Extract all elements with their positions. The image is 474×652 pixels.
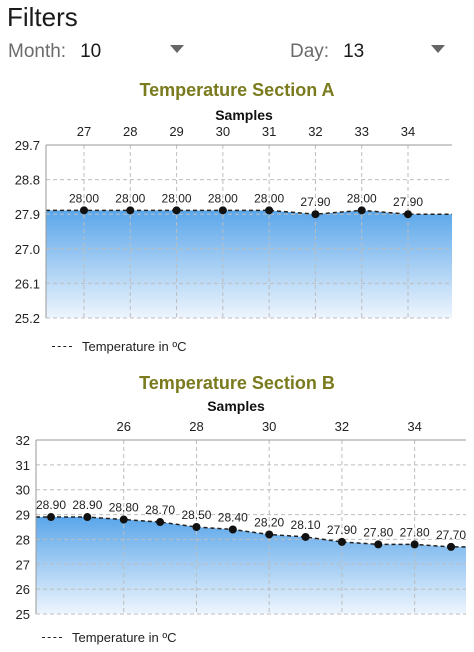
data-label: 28.50 [181,508,211,522]
x-tick-label: 33 [354,124,368,139]
chart-area-fill [36,517,466,614]
data-point [192,523,201,531]
data-point [47,513,55,522]
y-tick-label: 25 [16,607,30,622]
data-point [172,206,181,215]
day-dropdown-arrow-icon[interactable] [431,45,445,53]
data-label: 27.90 [393,195,423,209]
data-label: 27.90 [300,195,330,209]
data-label: 28.20 [254,515,284,529]
data-label: 28.00 [347,191,377,205]
x-tick-label: 30 [216,124,230,139]
x-tick-label: 34 [407,419,421,434]
x-axis-title: Samples [207,398,265,414]
day-label: Day: [290,41,330,62]
data-label: 28.90 [72,498,102,512]
month-value[interactable]: 10 [80,41,102,62]
data-point [265,206,274,215]
data-label: 28.00 [208,191,238,205]
chart-b-legend-label: Temperature in ºC [72,630,177,645]
data-point [218,206,227,215]
y-tick-label: 29.7 [15,138,40,153]
chart-b-title: Temperature Section B [139,373,335,393]
data-label: 28.70 [145,503,175,517]
y-tick-label: 26 [16,582,30,597]
data-point [311,210,320,219]
y-tick-label: 27 [16,557,30,572]
data-point [80,206,88,215]
x-axis-title: Samples [215,107,273,123]
x-tick-label: 32 [335,419,349,434]
data-point [228,525,237,534]
x-tick-label: 32 [308,124,322,139]
x-tick-label: 31 [262,124,276,139]
series-line [46,209,452,215]
x-tick-label: 34 [401,124,415,139]
data-point [301,532,310,541]
day-filter[interactable]: Day: 13 [290,38,364,66]
data-point [410,540,419,549]
data-label: 28.80 [109,501,139,515]
data-point [357,206,366,215]
y-tick-label: 32 [16,433,30,448]
month-filter[interactable]: Month: 10 [8,38,101,66]
data-label: 28.10 [291,518,321,532]
y-tick-label: 27.0 [15,242,40,257]
filters-title: Filters [7,2,78,32]
data-point [447,542,455,551]
data-label: 27.80 [400,525,430,539]
legend-dashed-line-icon [42,637,62,638]
chart-a-legend: Temperature in ºC [52,339,186,354]
data-point [374,540,383,549]
month-dropdown-arrow-icon[interactable] [170,45,184,53]
chart-area-fill [46,210,452,318]
y-tick-label: 28.8 [15,173,40,188]
day-value[interactable]: 13 [343,41,365,62]
data-label: 28.00 [254,191,284,205]
data-label: 27.70 [436,528,466,542]
x-tick-label: 30 [262,419,276,434]
chart-a-title: Temperature Section A [139,80,335,100]
data-point [119,515,128,524]
data-point [404,210,412,219]
data-label: 28.90 [36,498,66,512]
legend-dashed-line-icon [52,346,72,347]
data-point [265,530,274,539]
data-label: 27.90 [327,523,357,537]
y-tick-label: 31 [16,458,30,473]
x-tick-label: 29 [169,124,183,139]
y-tick-label: 29 [16,508,30,523]
chart-b: 32 31 30 29 28 27 26 25 26 28 30 32 34 Samples 28.90 28… [16,398,467,622]
chart-b-legend: Temperature in ºC [42,630,176,645]
y-tick-label: 25.2 [15,311,40,326]
data-label: 28.00 [162,191,192,205]
data-label: 27.80 [363,525,393,539]
x-tick-label: 28 [123,124,137,139]
data-label: 28.40 [218,510,248,524]
series-line [36,516,466,548]
chart-a-legend-label: Temperature in ºC [82,339,187,354]
chart-a: 29.7 28.8 27.9 27.0 26.1 25.2 27 28 29 30 31 32 33 34… [15,107,452,326]
data-point [83,513,92,522]
month-label: Month: [8,41,67,62]
x-tick-label: 26 [116,419,130,434]
y-tick-label: 26.1 [15,276,40,291]
data-label: 28.00 [69,191,99,205]
data-label: 28.00 [115,191,145,205]
data-point [126,206,135,215]
y-tick-label: 28 [16,532,30,547]
y-tick-label: 30 [16,483,30,498]
y-tick-label: 27.9 [15,207,40,222]
x-tick-label: 27 [77,124,91,139]
data-point [156,518,165,527]
data-point [337,537,346,546]
x-tick-label: 28 [189,419,203,434]
